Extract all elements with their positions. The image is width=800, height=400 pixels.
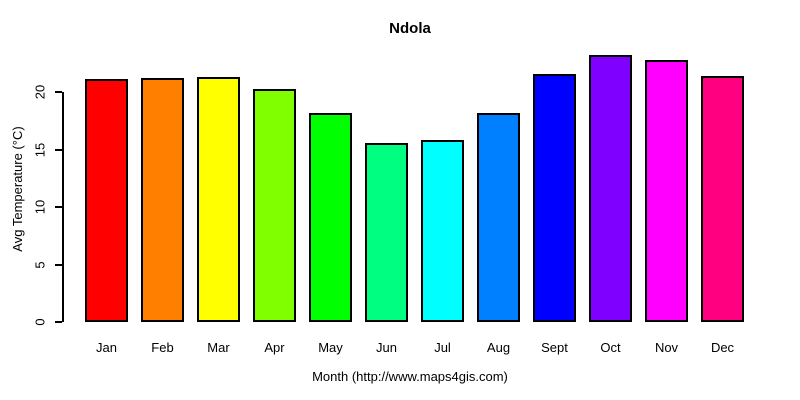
x-tick-label-jun: Jun [376,340,397,355]
bar-jan [85,79,128,322]
bar-jun [365,142,408,322]
x-tick-label-mar: Mar [207,340,230,355]
x-tick-label-dec: Dec [710,340,735,355]
y-axis-line [62,92,64,322]
x-tick-label-feb: Feb [151,340,174,355]
bar-nov [645,59,688,322]
x-tick-label-aug: Aug [486,340,511,355]
bar-jul [421,140,464,322]
y-tick-mark-15 [55,148,62,151]
x-tick-label-may: May [318,340,343,355]
x-tick-label-nov: Nov [654,340,679,355]
bar-may [309,112,352,322]
x-tick-label-jan: Jan [96,340,117,355]
bar-feb [141,78,184,322]
chart-title: Ndola [389,20,431,37]
y-tick-mark-20 [55,91,62,93]
x-tick-label-apr: Apr [264,340,285,355]
x-tick-label-jul: Jul [434,340,451,355]
bar-aug [477,112,520,322]
bar-oct [589,55,632,322]
bar-apr [253,88,296,322]
x-axis-label: Month (http://www.maps4gis.com) [312,369,508,384]
bar-mar [197,77,240,322]
y-tick-mark-0 [55,321,62,323]
bar-sept [533,73,576,322]
y-tick-mark-10 [55,206,62,208]
x-tick-label-sept: Sept [541,340,568,355]
y-tick-mark-5 [55,263,62,266]
bar-dec [701,75,744,322]
x-tick-label-oct: Oct [600,340,621,355]
